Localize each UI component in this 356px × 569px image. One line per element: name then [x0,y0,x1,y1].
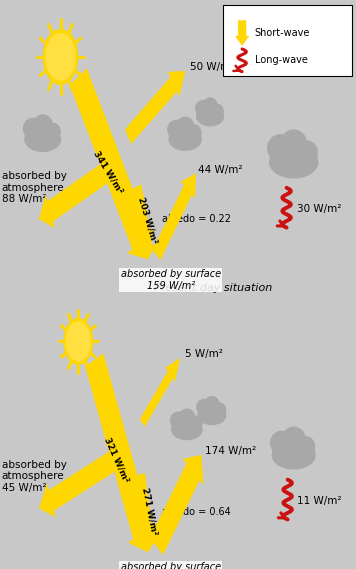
Text: 203 W/m²: 203 W/m² [136,196,158,245]
Ellipse shape [196,101,209,116]
Ellipse shape [203,98,218,116]
Polygon shape [153,174,196,259]
Text: 30 W/m²: 30 W/m² [297,204,342,215]
Ellipse shape [45,123,60,141]
Ellipse shape [214,403,225,417]
Ellipse shape [23,118,42,139]
Text: 271 W/m²: 271 W/m² [140,487,158,536]
Text: Short-wave: Short-wave [255,28,310,38]
Ellipse shape [272,442,315,469]
Text: albedo = 0.64: albedo = 0.64 [162,507,231,517]
Ellipse shape [198,406,226,424]
Text: 174 W/m²: 174 W/m² [205,446,256,456]
Text: Long-wave: Long-wave [255,55,308,65]
Ellipse shape [197,108,224,126]
Circle shape [43,30,78,84]
Ellipse shape [179,409,195,428]
Circle shape [46,34,75,80]
Polygon shape [0,0,356,300]
Text: 50 W/m²: 50 W/m² [190,62,235,72]
Text: 5 W/m²: 5 W/m² [185,349,223,360]
Polygon shape [150,455,203,554]
Bar [222,5,352,76]
Text: albedo = 0.22: albedo = 0.22 [162,214,231,224]
Ellipse shape [197,399,211,415]
Ellipse shape [269,147,318,178]
Ellipse shape [176,117,194,138]
Ellipse shape [282,427,305,453]
Polygon shape [85,354,156,552]
Text: 11 W/m²: 11 W/m² [297,496,342,506]
Ellipse shape [204,397,219,414]
Text: absorbed by surface
159 W/m²: absorbed by surface 159 W/m² [121,269,221,291]
Ellipse shape [189,416,202,431]
Ellipse shape [171,412,186,429]
Ellipse shape [33,115,53,138]
Polygon shape [235,20,249,46]
Circle shape [66,322,90,361]
Polygon shape [39,447,122,517]
Ellipse shape [271,431,293,455]
Text: Present day situation: Present day situation [155,283,273,294]
Text: 341 W/m²: 341 W/m² [92,149,125,195]
Polygon shape [128,185,156,259]
Ellipse shape [212,104,223,118]
Ellipse shape [297,141,317,164]
Text: 44 W/m²: 44 W/m² [198,164,242,175]
Text: 321 W/m²: 321 W/m² [102,436,130,484]
Polygon shape [39,158,115,228]
Text: absorbed by surface
97 W/m²: absorbed by surface 97 W/m² [121,562,221,569]
Ellipse shape [168,121,184,139]
Text: absorbed by
atmosphere
88 W/m²: absorbed by atmosphere 88 W/m² [2,171,67,204]
Polygon shape [140,358,180,426]
Polygon shape [131,473,157,552]
Ellipse shape [281,130,307,160]
Ellipse shape [172,420,202,440]
Text: absorbed by
atmosphere
45 W/m²: absorbed by atmosphere 45 W/m² [2,460,67,493]
Polygon shape [70,69,154,259]
Ellipse shape [297,437,315,457]
Ellipse shape [25,127,61,151]
Ellipse shape [169,129,201,150]
Polygon shape [125,71,185,143]
Circle shape [64,319,93,364]
Ellipse shape [187,125,201,141]
Ellipse shape [268,135,293,162]
